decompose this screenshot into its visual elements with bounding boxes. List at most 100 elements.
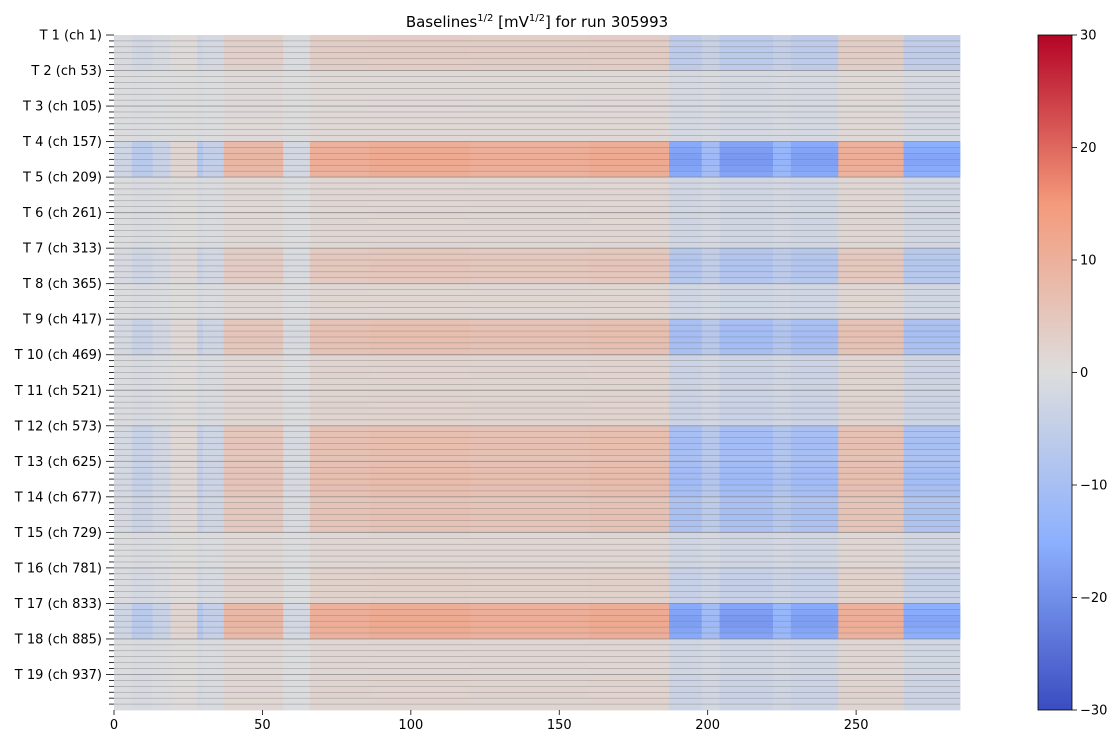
heatmap-cell-row17-seg17: [790, 603, 839, 610]
heatmap-cell-row4-seg4: [170, 153, 198, 160]
heatmap-cell-row8-seg19: [903, 295, 961, 302]
heatmap-cell-row5-seg1: [114, 188, 133, 196]
heatmap-cell-row11-seg3: [152, 419, 171, 427]
heatmap-cell-row10-seg15: [719, 360, 774, 367]
heatmap-cell-row12-seg9: [309, 455, 370, 462]
heatmap-cell-row16-seg14: [701, 579, 720, 587]
heatmap-cell-row14-seg14: [701, 520, 720, 527]
heatmap-cell-row7-seg7: [223, 248, 284, 255]
heatmap-cell-row8-seg8: [283, 313, 311, 320]
colorbar-tick-label: −20: [1080, 591, 1107, 606]
heatmap-cell-row10-seg13: [669, 372, 703, 379]
heatmap-cell-row3-seg8: [283, 106, 311, 113]
heatmap-cell-row16-seg1: [114, 591, 133, 598]
heatmap-cell-row16-seg18: [838, 567, 904, 575]
heatmap-cell-row14-seg2: [131, 526, 153, 533]
heatmap-cell-row16-seg1: [114, 573, 133, 581]
heatmap-cell-row16-seg7: [223, 585, 284, 592]
y-tick-label: T 15 (ch 729): [14, 526, 102, 541]
heatmap-cell-row2-seg16: [772, 70, 792, 77]
heatmap-cell-row10-seg6: [203, 366, 225, 373]
heatmap-cell-row4-seg17: [790, 147, 839, 154]
heatmap-cell-row5-seg11: [470, 188, 590, 196]
heatmap-cell-row9-seg19: [903, 348, 961, 356]
heatmap-cell-row16-seg17: [790, 573, 839, 581]
heatmap-cell-row13-seg8: [283, 490, 311, 498]
heatmap-cell-row4-seg1: [114, 159, 133, 166]
heatmap-cell-row8-seg19: [903, 301, 961, 308]
heatmap-cell-row5-seg12: [588, 194, 670, 202]
heatmap-cell-row17-seg19: [903, 615, 961, 622]
heatmap-cell-row14-seg16: [772, 526, 792, 533]
heatmap-cell-row7-seg8: [283, 260, 311, 267]
heatmap-cell-row5-seg18: [838, 177, 904, 184]
heatmap-cell-row1-seg1: [114, 35, 133, 42]
heatmap-cell-row18-seg3: [152, 656, 171, 664]
heatmap-cell-row8-seg15: [719, 307, 774, 314]
heatmap-cell-row16-seg14: [701, 585, 720, 592]
heatmap-cell-row3-seg4: [170, 123, 198, 131]
heatmap-cell-row11-seg14: [701, 402, 720, 409]
heatmap-cell-row5-seg13: [669, 188, 703, 196]
heatmap-cell-row18-seg5: [197, 650, 204, 658]
heatmap-cell-row3-seg18: [838, 117, 904, 125]
heatmap-cell-row8-seg10: [369, 289, 471, 296]
heatmap-cell-row4-seg18: [838, 141, 904, 148]
heatmap-cell-row10-seg5: [197, 366, 204, 373]
heatmap-cell-row17-seg2: [131, 615, 153, 622]
heatmap-cell-row3-seg16: [772, 123, 792, 131]
heatmap-cell-row15-seg13: [669, 532, 703, 539]
heatmap-cell-row8-seg14: [701, 307, 720, 314]
heatmap-cell-row10-seg3: [152, 372, 171, 379]
heatmap-cell-row7-seg7: [223, 260, 284, 267]
heatmap-cell-row7-seg19: [903, 248, 961, 255]
heatmap-cell-row16-seg8: [283, 585, 311, 592]
heatmap-cell-row5-seg12: [588, 183, 670, 190]
heatmap-cell-row10-seg16: [772, 360, 792, 367]
heatmap-cell-row6-seg10: [369, 224, 471, 231]
heatmap-cell-row18-seg4: [170, 644, 198, 652]
heatmap-cell-row3-seg2: [131, 117, 153, 125]
heatmap-cell-row19-seg2: [131, 686, 153, 693]
heatmap-cell-row2-seg15: [719, 76, 774, 83]
heatmap-cell-row14-seg11: [470, 526, 590, 533]
heatmap-cell-row3-seg8: [283, 129, 311, 137]
heatmap-cell-row7-seg6: [203, 260, 225, 267]
heatmap-cell-row16-seg7: [223, 567, 284, 575]
heatmap-cell-row3-seg19: [903, 111, 961, 119]
heatmap-cell-row16-seg18: [838, 573, 904, 581]
heatmap-cell-row13-seg17: [790, 479, 839, 486]
heatmap-cell-row10-seg12: [588, 366, 670, 373]
heatmap-cell-row7-seg17: [790, 254, 839, 261]
heatmap-cell-row1-seg8: [283, 46, 311, 54]
heatmap-cell-row14-seg4: [170, 502, 198, 510]
heatmap-cell-row14-seg16: [772, 502, 792, 510]
heatmap-cell-row4-seg11: [470, 141, 590, 148]
heatmap-cell-row14-seg11: [470, 502, 590, 510]
heatmap-cell-row3-seg17: [790, 111, 839, 119]
heatmap-cell-row17-seg5: [197, 633, 204, 640]
heatmap-cell-row19-seg19: [903, 698, 961, 705]
heatmap-cell-row13-seg10: [369, 467, 471, 474]
heatmap-cell-row15-seg16: [772, 556, 792, 563]
heatmap-cell-row14-seg4: [170, 520, 198, 527]
heatmap-cell-row16-seg2: [131, 567, 153, 575]
heatmap-cell-row8-seg11: [470, 289, 590, 296]
heatmap-cell-row6-seg6: [203, 212, 225, 219]
heatmap-cell-row11-seg19: [903, 402, 961, 409]
heatmap-cell-row11-seg13: [669, 419, 703, 427]
y-tick-label: T 17 (ch 833): [14, 597, 102, 612]
heatmap-cell-row17-seg12: [588, 603, 670, 610]
heatmap-cell-row9-seg1: [114, 342, 133, 350]
heatmap-cell-row12-seg6: [203, 431, 225, 439]
heatmap-cell-row7-seg5: [197, 265, 204, 273]
heatmap-cell-row16-seg11: [470, 585, 590, 592]
heatmap-cell-row5-seg15: [719, 183, 774, 190]
heatmap-cell-row12-seg10: [369, 449, 471, 456]
heatmap-cell-row4-seg2: [131, 159, 153, 166]
heatmap-cell-row8-seg1: [114, 301, 133, 308]
heatmap-cell-row8-seg14: [701, 295, 720, 302]
heatmap-cell-row13-seg19: [903, 467, 961, 474]
heatmap-cell-row16-seg12: [588, 597, 670, 604]
heatmap-cell-row5-seg14: [701, 200, 720, 208]
